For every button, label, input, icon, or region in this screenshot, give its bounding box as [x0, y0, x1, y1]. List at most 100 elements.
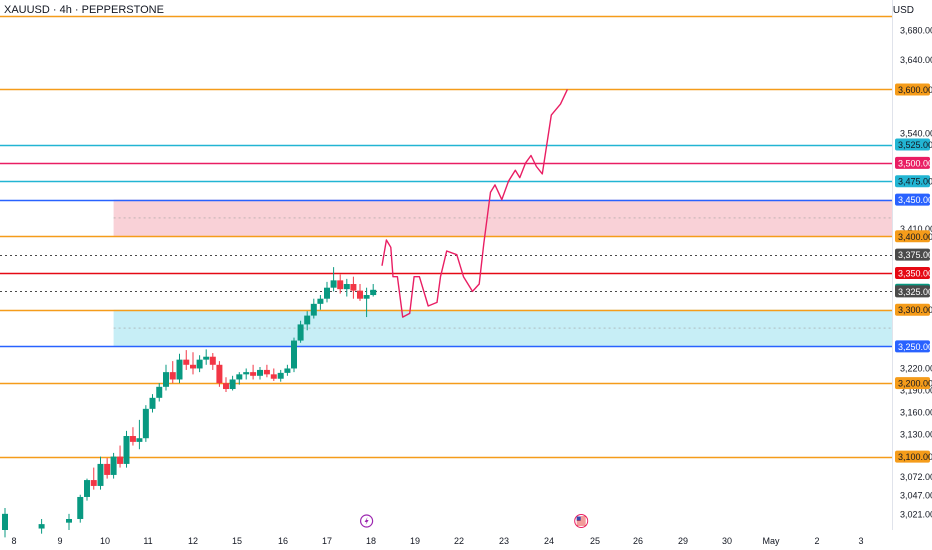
candle-body[interactable]	[370, 289, 377, 296]
candle-body[interactable]	[136, 438, 143, 442]
time-axis-tick: 30	[722, 536, 732, 546]
candle-body[interactable]	[142, 408, 149, 439]
projection-path[interactable]	[381, 89, 569, 318]
candle-body[interactable]	[310, 303, 317, 316]
price-badge[interactable]	[895, 138, 930, 151]
price-badge[interactable]	[895, 267, 930, 280]
price-badge-label: 3,475.00	[898, 177, 932, 187]
candle-body[interactable]	[277, 372, 284, 379]
candle-body[interactable]	[363, 295, 370, 299]
time-axis-tick: May	[762, 536, 780, 546]
price-axis-tick: 3,220.00	[900, 363, 932, 373]
price-badge[interactable]	[895, 248, 930, 261]
time-axis-tick: 12	[188, 536, 198, 546]
candle-body[interactable]	[156, 386, 163, 398]
candle-body[interactable]	[304, 315, 311, 325]
candle-body[interactable]	[84, 480, 90, 497]
candle-body[interactable]	[66, 518, 72, 523]
time-axis-tick: 8	[11, 536, 16, 546]
price-badge[interactable]	[895, 83, 930, 96]
time-axis-tick: 2	[814, 536, 819, 546]
price-axis-tick: 3,130.00	[900, 430, 932, 440]
candle-body[interactable]	[129, 436, 136, 442]
candle-body[interactable]	[1, 513, 8, 530]
candle-body[interactable]	[123, 436, 130, 464]
price-badge-label: 3,450.00	[898, 195, 932, 205]
price-badge[interactable]	[895, 175, 930, 188]
symbol-title: XAUUSD · 4h · PEPPERSTONE	[4, 4, 164, 16]
time-axis-tick: 11	[143, 536, 152, 546]
candle-body[interactable]	[337, 280, 344, 290]
time-axis-tick: 3	[858, 536, 863, 546]
price-axis-tick: 3,072.00	[900, 472, 932, 482]
candle-body[interactable]	[169, 372, 176, 380]
price-badge-label: 3,400.00	[898, 232, 932, 242]
price-badge[interactable]	[895, 285, 930, 298]
candle-body[interactable]	[343, 284, 350, 290]
candle-body[interactable]	[291, 340, 297, 369]
candle-body[interactable]	[183, 359, 190, 365]
demand-zone[interactable]	[113, 309, 893, 347]
candle-body[interactable]	[77, 496, 84, 519]
price-badge[interactable]	[895, 450, 930, 463]
price-badge-label: 3,325.00	[898, 287, 932, 297]
candle-body[interactable]	[104, 463, 111, 475]
candle-body[interactable]	[243, 372, 250, 375]
time-axis-tick: 22	[454, 536, 464, 546]
time-axis-tick: 26	[633, 536, 643, 546]
candle-body[interactable]	[330, 280, 337, 288]
candle-body[interactable]	[110, 456, 117, 475]
candle-body[interactable]	[250, 372, 257, 376]
price-badge[interactable]	[895, 303, 930, 316]
price-badge-label: 3,525.00	[898, 140, 932, 150]
candle-body[interactable]	[149, 397, 156, 409]
candle-body[interactable]	[350, 284, 357, 291]
price-badge-label: 3,300.00	[898, 305, 932, 315]
candle-body[interactable]	[236, 374, 243, 380]
price-axis-tick: 3,160.00	[900, 408, 932, 418]
price-badge[interactable]	[895, 193, 930, 206]
candle-body[interactable]	[97, 463, 104, 486]
price-badge-label: 3,375.00	[898, 250, 932, 260]
candle-body[interactable]	[284, 368, 291, 373]
price-badge[interactable]	[895, 156, 930, 169]
time-axis-tick: 10	[100, 536, 110, 546]
candle-body[interactable]	[90, 480, 97, 486]
candle-body[interactable]	[324, 287, 330, 299]
price-badge[interactable]	[895, 340, 930, 353]
time-axis-tick: 15	[232, 536, 242, 546]
time-axis-tick: 17	[322, 536, 332, 546]
candle-body[interactable]	[357, 290, 363, 299]
candle-body[interactable]	[38, 524, 45, 529]
price-badge[interactable]	[895, 230, 930, 243]
price-axis-tick: 3,680.00	[900, 26, 932, 36]
candle-body[interactable]	[117, 456, 124, 464]
price-badge-label: 3,500.00	[898, 158, 932, 168]
candle-body[interactable]	[190, 364, 196, 369]
time-axis-tick: 23	[499, 536, 509, 546]
price-badge-label: 3,250.00	[898, 342, 932, 352]
candle-body[interactable]	[176, 359, 183, 380]
candle-body[interactable]	[263, 369, 270, 375]
candle-body[interactable]	[297, 324, 304, 341]
candle-body[interactable]	[317, 298, 324, 304]
candle-body[interactable]	[270, 374, 277, 379]
candle-body[interactable]	[223, 383, 229, 390]
candle-body[interactable]	[163, 372, 169, 387]
price-axis-tick: 3,021.00	[900, 510, 932, 520]
time-axis-tick: 18	[366, 536, 376, 546]
price-badge-label: 3,100.00	[898, 452, 932, 462]
candle-body[interactable]	[257, 369, 263, 376]
candle-body[interactable]	[229, 379, 236, 390]
candle-body[interactable]	[196, 359, 203, 369]
candle-body[interactable]	[203, 356, 210, 360]
price-axis-tick: 3,640.00	[900, 55, 932, 65]
price-axis-tick: 3,540.00	[900, 128, 932, 138]
candle-body[interactable]	[216, 364, 223, 384]
supply-zone[interactable]	[113, 199, 893, 237]
price-badge[interactable]	[895, 377, 930, 390]
candle-body[interactable]	[209, 356, 216, 365]
